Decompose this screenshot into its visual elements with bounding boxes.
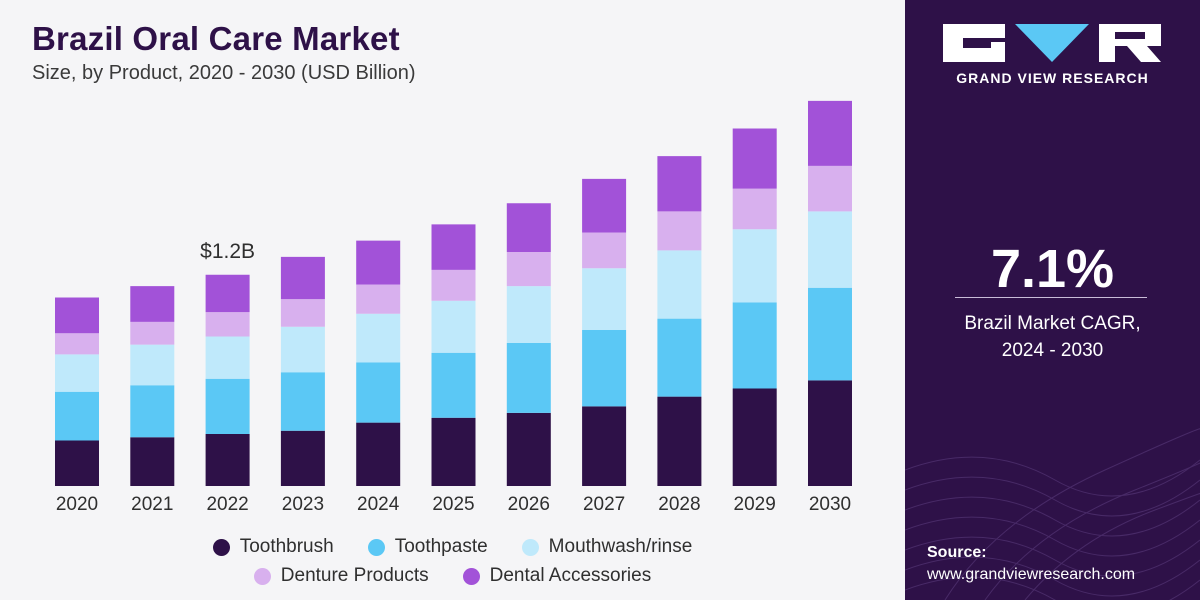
- chart-title: Brazil Oral Care Market: [32, 20, 400, 57]
- legend-item-denture-products: Denture Products: [253, 565, 429, 587]
- x-tick-label-2023: 2023: [282, 494, 324, 515]
- bar-toothbrush-2020: [55, 440, 99, 486]
- x-tick-label-2029: 2029: [734, 494, 776, 515]
- bar-mouthwash-rinse-2022: [205, 336, 250, 379]
- bar-toothbrush-2021: [130, 437, 175, 486]
- bar-toothbrush-2025: [431, 417, 476, 486]
- legend-label-dental-accessories: Dental Accessories: [489, 565, 652, 586]
- bar-mouthwash-rinse-2020: [55, 354, 99, 392]
- bar-toothpaste-2023: [280, 372, 325, 431]
- bar-toothbrush-2028: [657, 396, 702, 486]
- x-tick-label-2022: 2022: [206, 494, 248, 515]
- bar-denture-products-2029: [732, 188, 777, 230]
- bar-denture-products-2023: [280, 299, 325, 327]
- bar-toothpaste-2028: [657, 318, 702, 397]
- bar-toothpaste-2026: [506, 343, 551, 413]
- legend-row-2: Denture Products Dental Accessories: [0, 565, 905, 587]
- x-tick-label-2030: 2030: [809, 494, 851, 515]
- x-tick-label-2027: 2027: [583, 494, 625, 515]
- bar-denture-products-2025: [431, 269, 476, 301]
- bar-mouthwash-rinse-2023: [280, 326, 325, 373]
- bar-dental-accessories-2023: [280, 256, 325, 300]
- bar-toothbrush-2027: [582, 406, 627, 486]
- cagr-label: Brazil Market CAGR, 2024 - 2030: [905, 310, 1200, 364]
- legend-row-1: Toothbrush Toothpaste Mouthwash/rinse: [0, 536, 905, 558]
- legend-item-mouthwash: Mouthwash/rinse: [521, 536, 693, 558]
- bar-dental-accessories-2024: [356, 240, 401, 285]
- bar-denture-products-2028: [657, 211, 702, 251]
- legend-label-denture-products: Denture Products: [280, 565, 429, 586]
- legend-swatch-denture-products: [253, 567, 271, 585]
- bar-mouthwash-rinse-2026: [506, 286, 551, 343]
- bar-denture-products-2030: [808, 165, 852, 212]
- bar-dental-accessories-2022: [205, 274, 250, 313]
- bar-mouthwash-rinse-2027: [582, 268, 627, 330]
- x-tick-label-2026: 2026: [508, 494, 550, 515]
- x-tick-label-2020: 2020: [56, 494, 98, 515]
- source-label: Source:: [927, 544, 987, 561]
- bar-toothpaste-2029: [732, 302, 777, 389]
- bar-dental-accessories-2025: [431, 224, 476, 270]
- legend-item-toothbrush: Toothbrush: [212, 536, 334, 558]
- bar-toothpaste-2025: [431, 352, 476, 418]
- bar-denture-products-2021: [130, 321, 175, 345]
- bar-dental-accessories-2026: [506, 203, 551, 252]
- bar-toothbrush-2030: [808, 380, 852, 486]
- bar-mouthwash-rinse-2028: [657, 250, 702, 319]
- cagr-label-line-1: Brazil Market CAGR,: [964, 313, 1141, 334]
- bar-mouthwash-rinse-2025: [431, 300, 476, 353]
- bar-toothpaste-2021: [130, 385, 175, 438]
- brand-logo: [943, 24, 1161, 62]
- bar-mouthwash-rinse-2024: [356, 313, 401, 363]
- x-tick-label-2024: 2024: [357, 494, 400, 515]
- x-tick-label-2028: 2028: [658, 494, 700, 515]
- x-tick-label-2021: 2021: [131, 494, 173, 515]
- bar-toothbrush-2024: [356, 422, 401, 486]
- legend-label-mouthwash: Mouthwash/rinse: [548, 536, 693, 557]
- bar-mouthwash-rinse-2021: [130, 344, 175, 386]
- bar-dental-accessories-2021: [130, 286, 175, 322]
- bar-denture-products-2027: [582, 232, 627, 269]
- bar-mouthwash-rinse-2030: [808, 211, 852, 288]
- bar-toothpaste-2030: [808, 287, 852, 381]
- cagr-value: 7.1%: [990, 239, 1115, 299]
- x-tick-label-2025: 2025: [432, 494, 474, 515]
- bar-toothpaste-2027: [582, 330, 627, 407]
- legend-item-dental-accessories: Dental Accessories: [462, 565, 652, 587]
- legend-item-toothpaste: Toothpaste: [367, 536, 488, 558]
- bar-toothbrush-2026: [506, 412, 551, 486]
- bar-dental-accessories-2020: [55, 297, 99, 334]
- chart-area: Brazil Oral Care Market Size, by Product…: [0, 20, 905, 587]
- bar-dental-accessories-2028: [657, 156, 702, 212]
- bar-toothpaste-2022: [205, 378, 250, 434]
- source-url[interactable]: www.grandviewresearch.com: [927, 566, 1136, 583]
- bar-toothbrush-2029: [732, 388, 777, 486]
- brand-name: GRAND VIEW RESEARCH: [956, 70, 1149, 86]
- bar-dental-accessories-2029: [732, 128, 777, 189]
- bar-denture-products-2022: [205, 312, 250, 337]
- bar-toothbrush-2022: [205, 434, 250, 486]
- stacked-bar-chart: 2020 2021 2022 $1.2B 2023 2024 2025 2026 2027 202…: [55, 100, 852, 515]
- legend-swatch-mouthwash: [521, 538, 539, 556]
- bar-annotation-2022: $1.2B: [200, 240, 255, 263]
- bar-dental-accessories-2027: [582, 178, 627, 233]
- bar-toothpaste-2020: [55, 391, 99, 441]
- bar-dental-accessories-2030: [808, 100, 852, 166]
- chart-subtitle: Size, by Product, 2020 - 2030 (USD Billi…: [32, 62, 416, 84]
- bar-denture-products-2024: [356, 284, 401, 314]
- cagr-divider: [955, 297, 1147, 298]
- legend-label-toothpaste: Toothpaste: [394, 536, 488, 557]
- cagr-label-line-2: 2024 - 2030: [1001, 340, 1104, 361]
- legend-swatch-dental-accessories: [462, 567, 480, 585]
- bar-denture-products-2026: [506, 252, 551, 287]
- info-panel: GRAND VIEW RESEARCH 7.1% Brazil Market C…: [905, 0, 1200, 600]
- bar-mouthwash-rinse-2029: [732, 229, 777, 303]
- legend-swatch-toothbrush: [212, 538, 230, 556]
- wave-pattern-decoration: [905, 428, 1200, 600]
- bar-toothpaste-2024: [356, 362, 401, 423]
- bar-denture-products-2020: [55, 333, 99, 355]
- bar-toothbrush-2023: [280, 430, 325, 486]
- legend-label-toothbrush: Toothbrush: [239, 536, 334, 557]
- legend-swatch-toothpaste: [367, 538, 385, 556]
